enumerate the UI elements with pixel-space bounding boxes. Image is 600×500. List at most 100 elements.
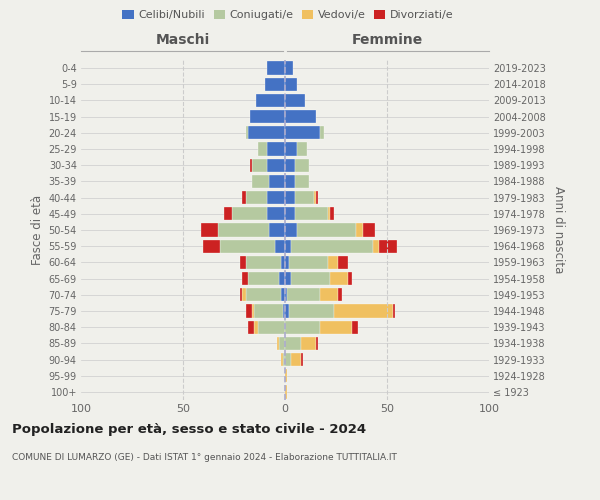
Bar <box>277 336 279 350</box>
Bar <box>285 369 287 382</box>
Bar <box>295 207 328 220</box>
Bar <box>283 353 285 366</box>
Bar <box>281 288 285 302</box>
Bar <box>242 272 248 285</box>
Bar <box>242 191 246 204</box>
Y-axis label: Fasce di età: Fasce di età <box>31 195 44 265</box>
Bar <box>373 240 379 253</box>
Bar <box>316 191 317 204</box>
Bar <box>356 224 362 236</box>
Bar <box>338 288 342 302</box>
Bar <box>259 142 266 156</box>
Bar <box>269 224 285 236</box>
Bar <box>265 78 285 91</box>
Bar <box>248 320 254 334</box>
Bar <box>291 353 301 366</box>
Bar <box>246 288 281 302</box>
Bar <box>320 126 324 140</box>
Bar <box>285 78 297 91</box>
Bar <box>328 256 338 269</box>
Bar <box>246 304 253 318</box>
Bar <box>266 207 285 220</box>
Bar <box>285 191 295 204</box>
Bar <box>254 304 283 318</box>
Bar <box>259 320 285 334</box>
Bar <box>285 175 295 188</box>
Bar <box>281 353 283 366</box>
Bar <box>285 94 305 107</box>
Bar <box>232 207 266 220</box>
Bar <box>285 304 289 318</box>
Bar <box>393 304 395 318</box>
Bar <box>246 191 266 204</box>
Bar <box>379 240 397 253</box>
Bar <box>218 224 269 236</box>
Bar <box>240 256 246 269</box>
Legend: Celibi/Nubili, Coniugati/e, Vedovi/e, Divorziati/e: Celibi/Nubili, Coniugati/e, Vedovi/e, Di… <box>118 6 458 25</box>
Bar <box>285 386 287 398</box>
Bar <box>301 336 316 350</box>
Bar <box>242 288 246 302</box>
Bar <box>266 62 285 74</box>
Bar <box>320 320 352 334</box>
Bar <box>202 224 218 236</box>
Bar <box>285 240 291 253</box>
Bar <box>285 353 291 366</box>
Bar <box>285 256 289 269</box>
Bar <box>291 240 373 253</box>
Bar <box>246 126 248 140</box>
Bar <box>287 288 320 302</box>
Bar <box>279 336 285 350</box>
Bar <box>285 320 320 334</box>
Bar <box>285 158 295 172</box>
Bar <box>266 158 285 172</box>
Bar <box>289 304 334 318</box>
Bar <box>285 224 297 236</box>
Bar <box>291 272 330 285</box>
Bar <box>250 158 253 172</box>
Bar <box>240 288 242 302</box>
Bar <box>320 288 338 302</box>
Bar <box>328 207 330 220</box>
Bar <box>295 191 314 204</box>
Bar <box>281 256 285 269</box>
Bar <box>285 110 316 124</box>
Bar <box>250 110 285 124</box>
Bar <box>253 158 266 172</box>
Bar <box>297 142 307 156</box>
Bar <box>275 240 285 253</box>
Bar <box>203 240 220 253</box>
Text: Popolazione per età, sesso e stato civile - 2024: Popolazione per età, sesso e stato civil… <box>12 422 366 436</box>
Bar <box>330 272 348 285</box>
Bar <box>352 320 358 334</box>
Bar <box>279 272 285 285</box>
Text: COMUNE DI LUMARZO (GE) - Dati ISTAT 1° gennaio 2024 - Elaborazione TUTTITALIA.IT: COMUNE DI LUMARZO (GE) - Dati ISTAT 1° g… <box>12 452 397 462</box>
Bar <box>285 288 287 302</box>
Bar <box>224 207 232 220</box>
Text: Femmine: Femmine <box>352 34 422 48</box>
Y-axis label: Anni di nascita: Anni di nascita <box>553 186 565 274</box>
Bar <box>289 256 328 269</box>
Bar <box>295 158 310 172</box>
Bar <box>338 256 348 269</box>
Text: Maschi: Maschi <box>156 34 210 48</box>
Bar <box>269 175 285 188</box>
Bar <box>297 224 356 236</box>
Bar <box>266 191 285 204</box>
Bar <box>334 304 393 318</box>
Bar <box>285 142 297 156</box>
Bar <box>283 304 285 318</box>
Bar <box>285 62 293 74</box>
Bar <box>253 304 254 318</box>
Bar <box>253 175 269 188</box>
Bar <box>348 272 352 285</box>
Bar <box>285 126 320 140</box>
Bar <box>295 175 310 188</box>
Bar <box>285 272 291 285</box>
Bar <box>246 256 281 269</box>
Bar <box>362 224 375 236</box>
Bar <box>248 126 285 140</box>
Bar <box>330 207 334 220</box>
Bar <box>285 207 295 220</box>
Bar <box>285 336 301 350</box>
